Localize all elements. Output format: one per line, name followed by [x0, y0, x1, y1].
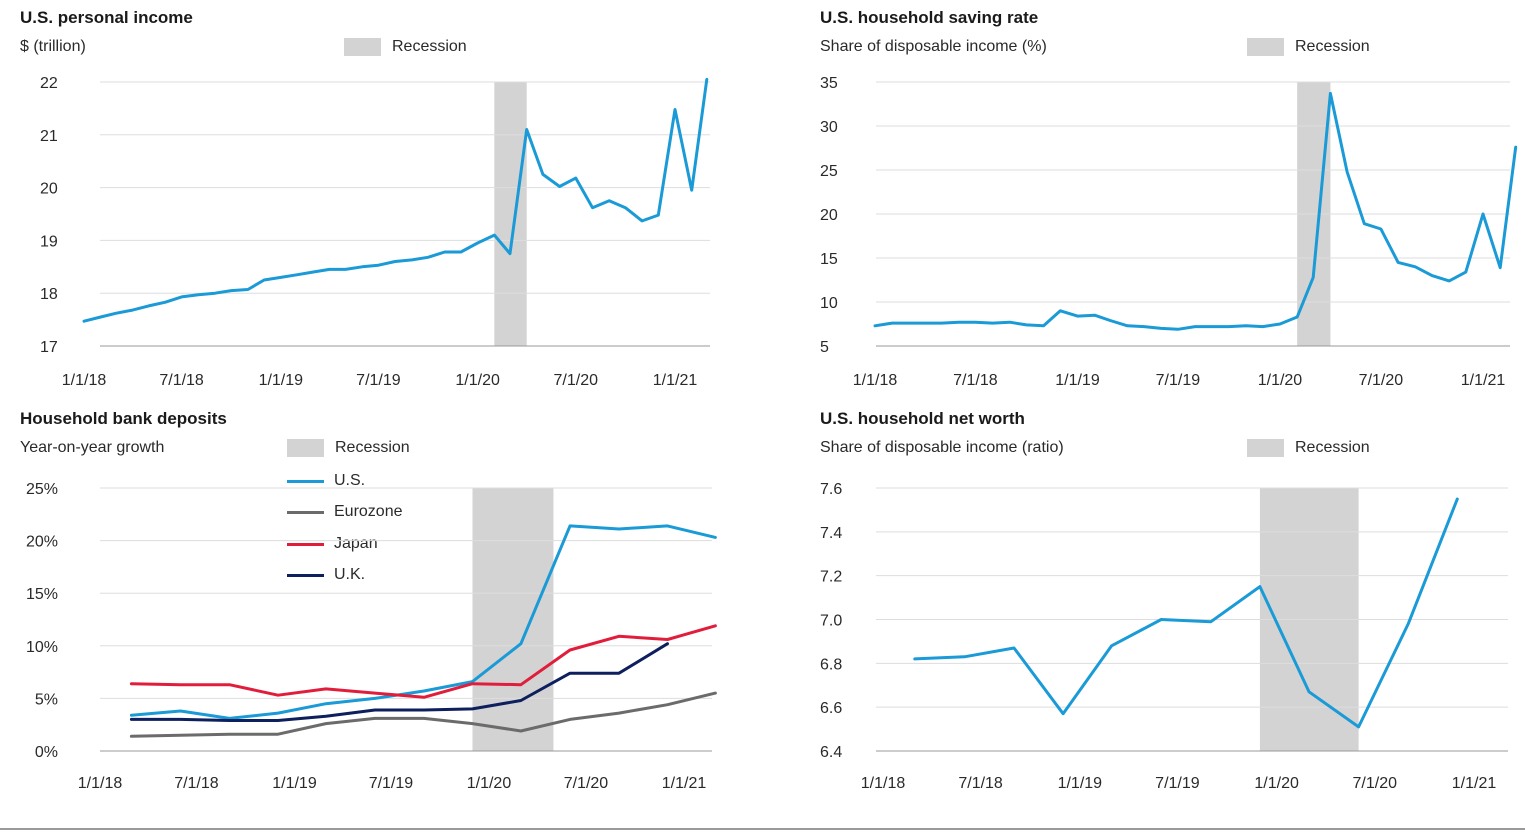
- legend-line-japan: [287, 542, 324, 546]
- legend-label: Recession: [1295, 38, 1370, 55]
- x-tick-label: 1/1/20: [1258, 372, 1303, 389]
- y-tick-label: 6.6: [820, 700, 842, 717]
- y-tick-label: 18: [40, 286, 58, 303]
- chart-subtitle: $ (trillion): [20, 38, 86, 55]
- legend-uk: U.K.: [287, 566, 365, 584]
- legend-label: Recession: [335, 439, 410, 456]
- series-line-u-k: [129, 642, 669, 722]
- y-tick-label: 20: [40, 181, 58, 198]
- legend-eurozone: Eurozone: [287, 503, 403, 521]
- y-tick-label: 7.6: [820, 481, 842, 498]
- x-tick-label: 7/1/20: [1359, 372, 1404, 389]
- chart-title: Household bank deposits: [20, 409, 227, 428]
- legend-japan: Japan: [287, 535, 378, 553]
- legend-line-us: [287, 479, 324, 483]
- legend-recession: Recession: [1247, 439, 1370, 457]
- x-tick-label: 7/1/19: [1155, 775, 1200, 792]
- y-tick-label: 10: [820, 295, 838, 312]
- x-tick-label: 1/1/21: [1452, 775, 1497, 792]
- x-tick-label: 7/1/19: [369, 775, 414, 792]
- y-tick-label: 22: [40, 75, 58, 92]
- legend-label: U.K.: [334, 566, 366, 583]
- chart-subtitle: Share of disposable income (ratio): [820, 439, 1064, 456]
- legend-swatch-recession: [344, 38, 381, 56]
- series-line-series: [82, 77, 709, 323]
- bottom-divider: [0, 828, 1525, 830]
- legend-line-eurozone: [287, 510, 324, 514]
- x-tick-label: 7/1/20: [554, 372, 599, 389]
- x-tick-label: 7/1/18: [174, 775, 219, 792]
- x-tick-label: 1/1/19: [259, 372, 304, 389]
- legend-label: U.S.: [334, 472, 366, 489]
- y-tick-label: 7.4: [820, 525, 842, 542]
- y-tick-label: 35: [820, 75, 838, 92]
- y-tick-label: 20: [820, 207, 838, 224]
- y-tick-label: 6.8: [820, 656, 842, 673]
- y-tick-label: 17: [40, 339, 58, 356]
- series-line-series: [873, 91, 1518, 331]
- y-tick-label: 0%: [35, 744, 58, 761]
- x-tick-label: 7/1/19: [356, 372, 401, 389]
- x-tick-label: 1/1/19: [1058, 775, 1103, 792]
- x-tick-label: 1/1/20: [455, 372, 500, 389]
- x-tick-label: 7/1/20: [1353, 775, 1398, 792]
- y-tick-label: 10%: [26, 639, 58, 656]
- x-tick-label: 1/1/18: [62, 372, 107, 389]
- y-tick-label: 15%: [26, 586, 58, 603]
- x-tick-label: 1/1/18: [78, 775, 123, 792]
- y-tick-label: 15: [820, 251, 838, 268]
- recession-band: [472, 488, 554, 751]
- y-tick-label: 7.2: [820, 569, 842, 586]
- y-tick-label: 7.0: [820, 613, 842, 630]
- y-tick-label: 30: [820, 119, 838, 136]
- chart-title: U.S. personal income: [20, 8, 193, 27]
- legend-label: Recession: [392, 38, 467, 55]
- y-tick-label: 6.4: [820, 744, 842, 761]
- x-tick-label: 1/1/20: [1254, 775, 1299, 792]
- legend-swatch-recession: [287, 439, 324, 457]
- x-tick-label: 1/1/21: [1461, 372, 1506, 389]
- x-tick-label: 7/1/18: [953, 372, 998, 389]
- y-tick-label: 25%: [26, 481, 58, 498]
- x-tick-label: 1/1/21: [662, 775, 707, 792]
- legend-label: Recession: [1295, 439, 1370, 456]
- series-line-series: [913, 497, 1459, 729]
- y-tick-label: 5%: [35, 691, 58, 708]
- x-tick-label: 1/1/21: [653, 372, 698, 389]
- legend-swatch-recession: [1247, 38, 1284, 56]
- y-tick-label: 21: [40, 128, 58, 145]
- legend-line-uk: [287, 573, 324, 577]
- x-tick-label: 1/1/18: [861, 775, 906, 792]
- x-tick-label: 7/1/20: [564, 775, 609, 792]
- legend-recession: Recession: [287, 439, 410, 457]
- x-tick-label: 1/1/19: [1055, 372, 1100, 389]
- x-tick-label: 7/1/18: [159, 372, 204, 389]
- chart-title: U.S. household saving rate: [820, 8, 1039, 27]
- x-tick-label: 7/1/19: [1156, 372, 1201, 389]
- legend-label: Japan: [334, 535, 378, 552]
- legend-us: U.S.: [287, 472, 365, 490]
- x-tick-label: 1/1/18: [853, 372, 898, 389]
- x-tick-label: 1/1/19: [272, 775, 317, 792]
- x-tick-label: 7/1/18: [958, 775, 1003, 792]
- legend-label: Eurozone: [334, 503, 403, 520]
- legend-swatch-recession: [1247, 439, 1284, 457]
- y-tick-label: 25: [820, 163, 838, 180]
- legend-recession: Recession: [344, 38, 467, 56]
- recession-band: [494, 82, 527, 346]
- legend-recession: Recession: [1247, 38, 1370, 56]
- chart-subtitle: Share of disposable income (%): [820, 38, 1047, 55]
- series-line-japan: [129, 624, 717, 699]
- y-tick-label: 5: [820, 339, 829, 356]
- x-tick-label: 1/1/20: [467, 775, 512, 792]
- y-tick-label: 20%: [26, 534, 58, 551]
- series-line-u-s: [129, 524, 717, 720]
- series-line-eurozone: [129, 691, 717, 738]
- chart-title: U.S. household net worth: [820, 409, 1025, 428]
- y-tick-label: 19: [40, 233, 58, 250]
- chart-subtitle: Year-on-year growth: [20, 439, 165, 456]
